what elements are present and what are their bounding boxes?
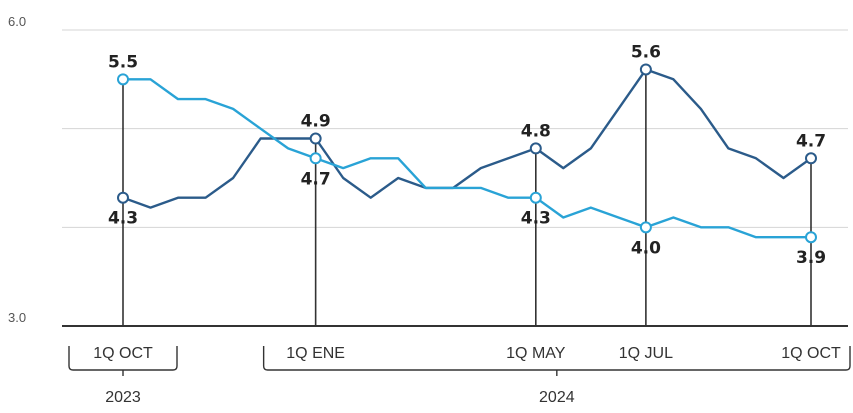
- y-axis-ticks: 6.0 3.0: [8, 14, 26, 325]
- data-label-light: 4.7: [301, 169, 331, 189]
- data-label-dark: 5.6: [631, 42, 661, 62]
- series-lines: [121, 68, 813, 239]
- data-point-light: [639, 221, 652, 234]
- x-axis: 1Q OCT 1Q ENE 1Q MAY 1Q JUL 1Q OCT 2023 2024: [68, 345, 851, 406]
- x-category-label: 1Q OCT: [93, 345, 153, 362]
- series-line-dark: [121, 68, 813, 209]
- data-point-light: [309, 152, 322, 165]
- data-label-dark: 4.3: [108, 209, 138, 229]
- gridlines: [62, 29, 848, 327]
- data-point-dark: [805, 152, 817, 165]
- data-point-light: [805, 231, 817, 244]
- y-tick-label: 3.0: [8, 310, 26, 325]
- data-label-dark: 4.9: [301, 112, 331, 132]
- marker-stems: [122, 69, 812, 326]
- year-label: 2023: [105, 389, 141, 406]
- data-label-light: 4.3: [521, 209, 551, 229]
- value-labels: 4.3 5.5 4.9 4.7 4.8 4.3 5.6 4.0 4.7 3.9: [108, 42, 826, 268]
- data-label-light: 3.9: [796, 248, 826, 268]
- data-markers: [117, 63, 817, 244]
- series-line-light: [121, 78, 813, 239]
- data-point-dark: [309, 132, 322, 145]
- data-label-dark: 4.8: [521, 121, 551, 141]
- x-category-label: 1Q MAY: [506, 345, 566, 362]
- data-point-dark: [639, 63, 652, 76]
- y-tick-label: 6.0: [8, 14, 26, 29]
- data-label-light: 4.0: [631, 238, 661, 258]
- data-label-light: 5.5: [108, 52, 138, 72]
- data-point-dark: [117, 191, 129, 204]
- year-label: 2024: [539, 389, 575, 406]
- x-category-label: 1Q ENE: [286, 345, 345, 362]
- data-point-light: [529, 191, 542, 204]
- x-category-label: 1Q OCT: [781, 345, 841, 362]
- data-label-dark: 4.7: [796, 131, 826, 151]
- data-point-dark: [529, 142, 542, 155]
- data-point-light: [117, 73, 129, 86]
- x-category-label: 1Q JUL: [619, 345, 673, 362]
